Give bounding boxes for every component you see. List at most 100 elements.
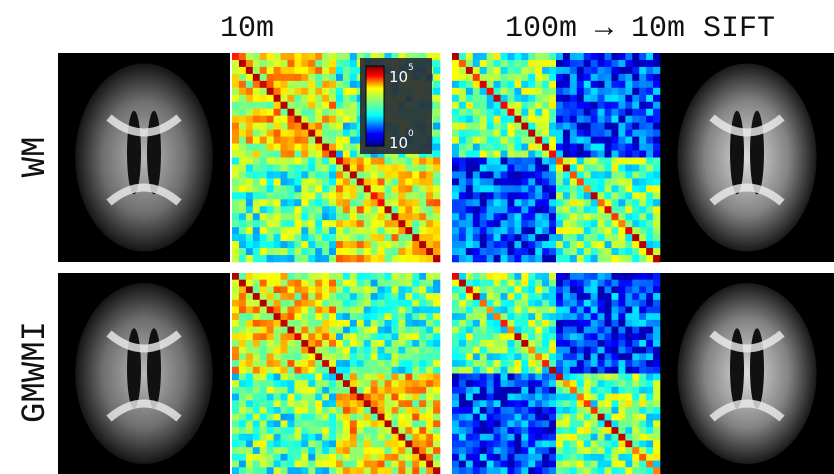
- matrix-cell: [646, 227, 653, 234]
- matrix-cell: [570, 213, 577, 220]
- matrix-cell: [591, 447, 598, 454]
- matrix-cell: [253, 300, 260, 307]
- matrix-cell: [605, 241, 612, 248]
- matrix-cell: [466, 144, 473, 151]
- matrix-cell: [274, 286, 281, 293]
- matrix-cell: [653, 53, 660, 60]
- matrix-cell: [535, 199, 542, 206]
- matrix-cell: [605, 144, 612, 151]
- matrix-cell: [350, 454, 357, 461]
- matrix-cell: [473, 53, 480, 60]
- matrix-cell: [315, 60, 322, 67]
- matrix-cell: [281, 123, 288, 130]
- matrix-cell: [433, 137, 440, 144]
- colorbar-inset: 10 5 10 0: [360, 58, 432, 154]
- matrix-cell: [459, 320, 466, 327]
- matrix-cell: [364, 234, 371, 241]
- matrix-cell: [343, 164, 350, 171]
- matrix-cell: [487, 213, 494, 220]
- matrix-cell: [570, 300, 577, 307]
- matrix-cell: [378, 380, 385, 387]
- matrix-cell: [535, 123, 542, 130]
- matrix-cell: [521, 441, 528, 448]
- matrix-cell: [308, 88, 315, 95]
- matrix-cell: [452, 434, 459, 441]
- matrix-cell: [494, 241, 501, 248]
- matrix-cell: [611, 234, 618, 241]
- matrix-cell: [378, 206, 385, 213]
- matrix-cell: [350, 88, 357, 95]
- matrix-cell: [452, 213, 459, 220]
- matrix-cell: [336, 300, 343, 307]
- matrix-cell: [605, 407, 612, 414]
- matrix-cell: [466, 192, 473, 199]
- matrix-cell: [632, 293, 639, 300]
- matrix-cell: [591, 123, 598, 130]
- matrix-cell: [329, 454, 336, 461]
- matrix-cell: [611, 380, 618, 387]
- matrix-cell: [605, 95, 612, 102]
- matrix-cell: [322, 434, 329, 441]
- matrix-cell: [618, 286, 625, 293]
- matrix-cell: [632, 380, 639, 387]
- matrix-cell: [459, 407, 466, 414]
- matrix-cell: [281, 367, 288, 374]
- matrix-cell: [364, 192, 371, 199]
- matrix-cell: [459, 333, 466, 340]
- matrix-cell: [391, 360, 398, 367]
- matrix-cell: [549, 454, 556, 461]
- matrix-cell: [556, 137, 563, 144]
- matrix-cell: [232, 144, 239, 151]
- matrix-cell: [514, 367, 521, 374]
- matrix-cell: [480, 420, 487, 427]
- matrix-cell: [632, 185, 639, 192]
- matrix-cell: [535, 360, 542, 367]
- matrix-cell: [528, 185, 535, 192]
- matrix-cell: [570, 461, 577, 468]
- matrix-cell: [274, 74, 281, 81]
- matrix-cell: [357, 307, 364, 314]
- matrix-cell: [466, 300, 473, 307]
- matrix-cell: [549, 427, 556, 434]
- matrix-cell: [301, 320, 308, 327]
- matrix-cell: [618, 178, 625, 185]
- matrix-cell: [419, 454, 426, 461]
- matrix-cell: [350, 467, 357, 474]
- matrix-cell: [246, 427, 253, 434]
- matrix-cell: [336, 60, 343, 67]
- matrix-cell: [329, 95, 336, 102]
- matrix-cell: [494, 171, 501, 178]
- matrix-cell: [281, 220, 288, 227]
- matrix-cell: [480, 461, 487, 468]
- matrix-cell: [625, 320, 632, 327]
- matrix-cell: [501, 387, 508, 394]
- matrix-cell: [398, 273, 405, 280]
- matrix-cell: [315, 234, 322, 241]
- matrix-cell: [301, 171, 308, 178]
- matrix-cell: [322, 420, 329, 427]
- matrix-cell: [308, 144, 315, 151]
- matrix-cell: [281, 81, 288, 88]
- matrix-cell: [598, 123, 605, 130]
- matrix-cell: [605, 273, 612, 280]
- matrix-cell: [343, 220, 350, 227]
- matrix-cell: [646, 420, 653, 427]
- matrix-cell: [281, 248, 288, 255]
- matrix-cell: [639, 255, 646, 262]
- matrix-cell: [542, 394, 549, 401]
- matrix-cell: [591, 461, 598, 468]
- matrix-cell: [605, 400, 612, 407]
- matrix-cell: [336, 427, 343, 434]
- matrix-cell: [315, 280, 322, 287]
- matrix-cell: [473, 192, 480, 199]
- matrix-cell: [459, 248, 466, 255]
- matrix-cell: [466, 130, 473, 137]
- matrix-cell: [260, 116, 267, 123]
- matrix-cell: [343, 273, 350, 280]
- matrix-cell: [535, 400, 542, 407]
- matrix-cell: [364, 300, 371, 307]
- matrix-cell: [480, 241, 487, 248]
- matrix-cell: [357, 234, 364, 241]
- matrix-cell: [466, 88, 473, 95]
- matrix-cell: [528, 60, 535, 67]
